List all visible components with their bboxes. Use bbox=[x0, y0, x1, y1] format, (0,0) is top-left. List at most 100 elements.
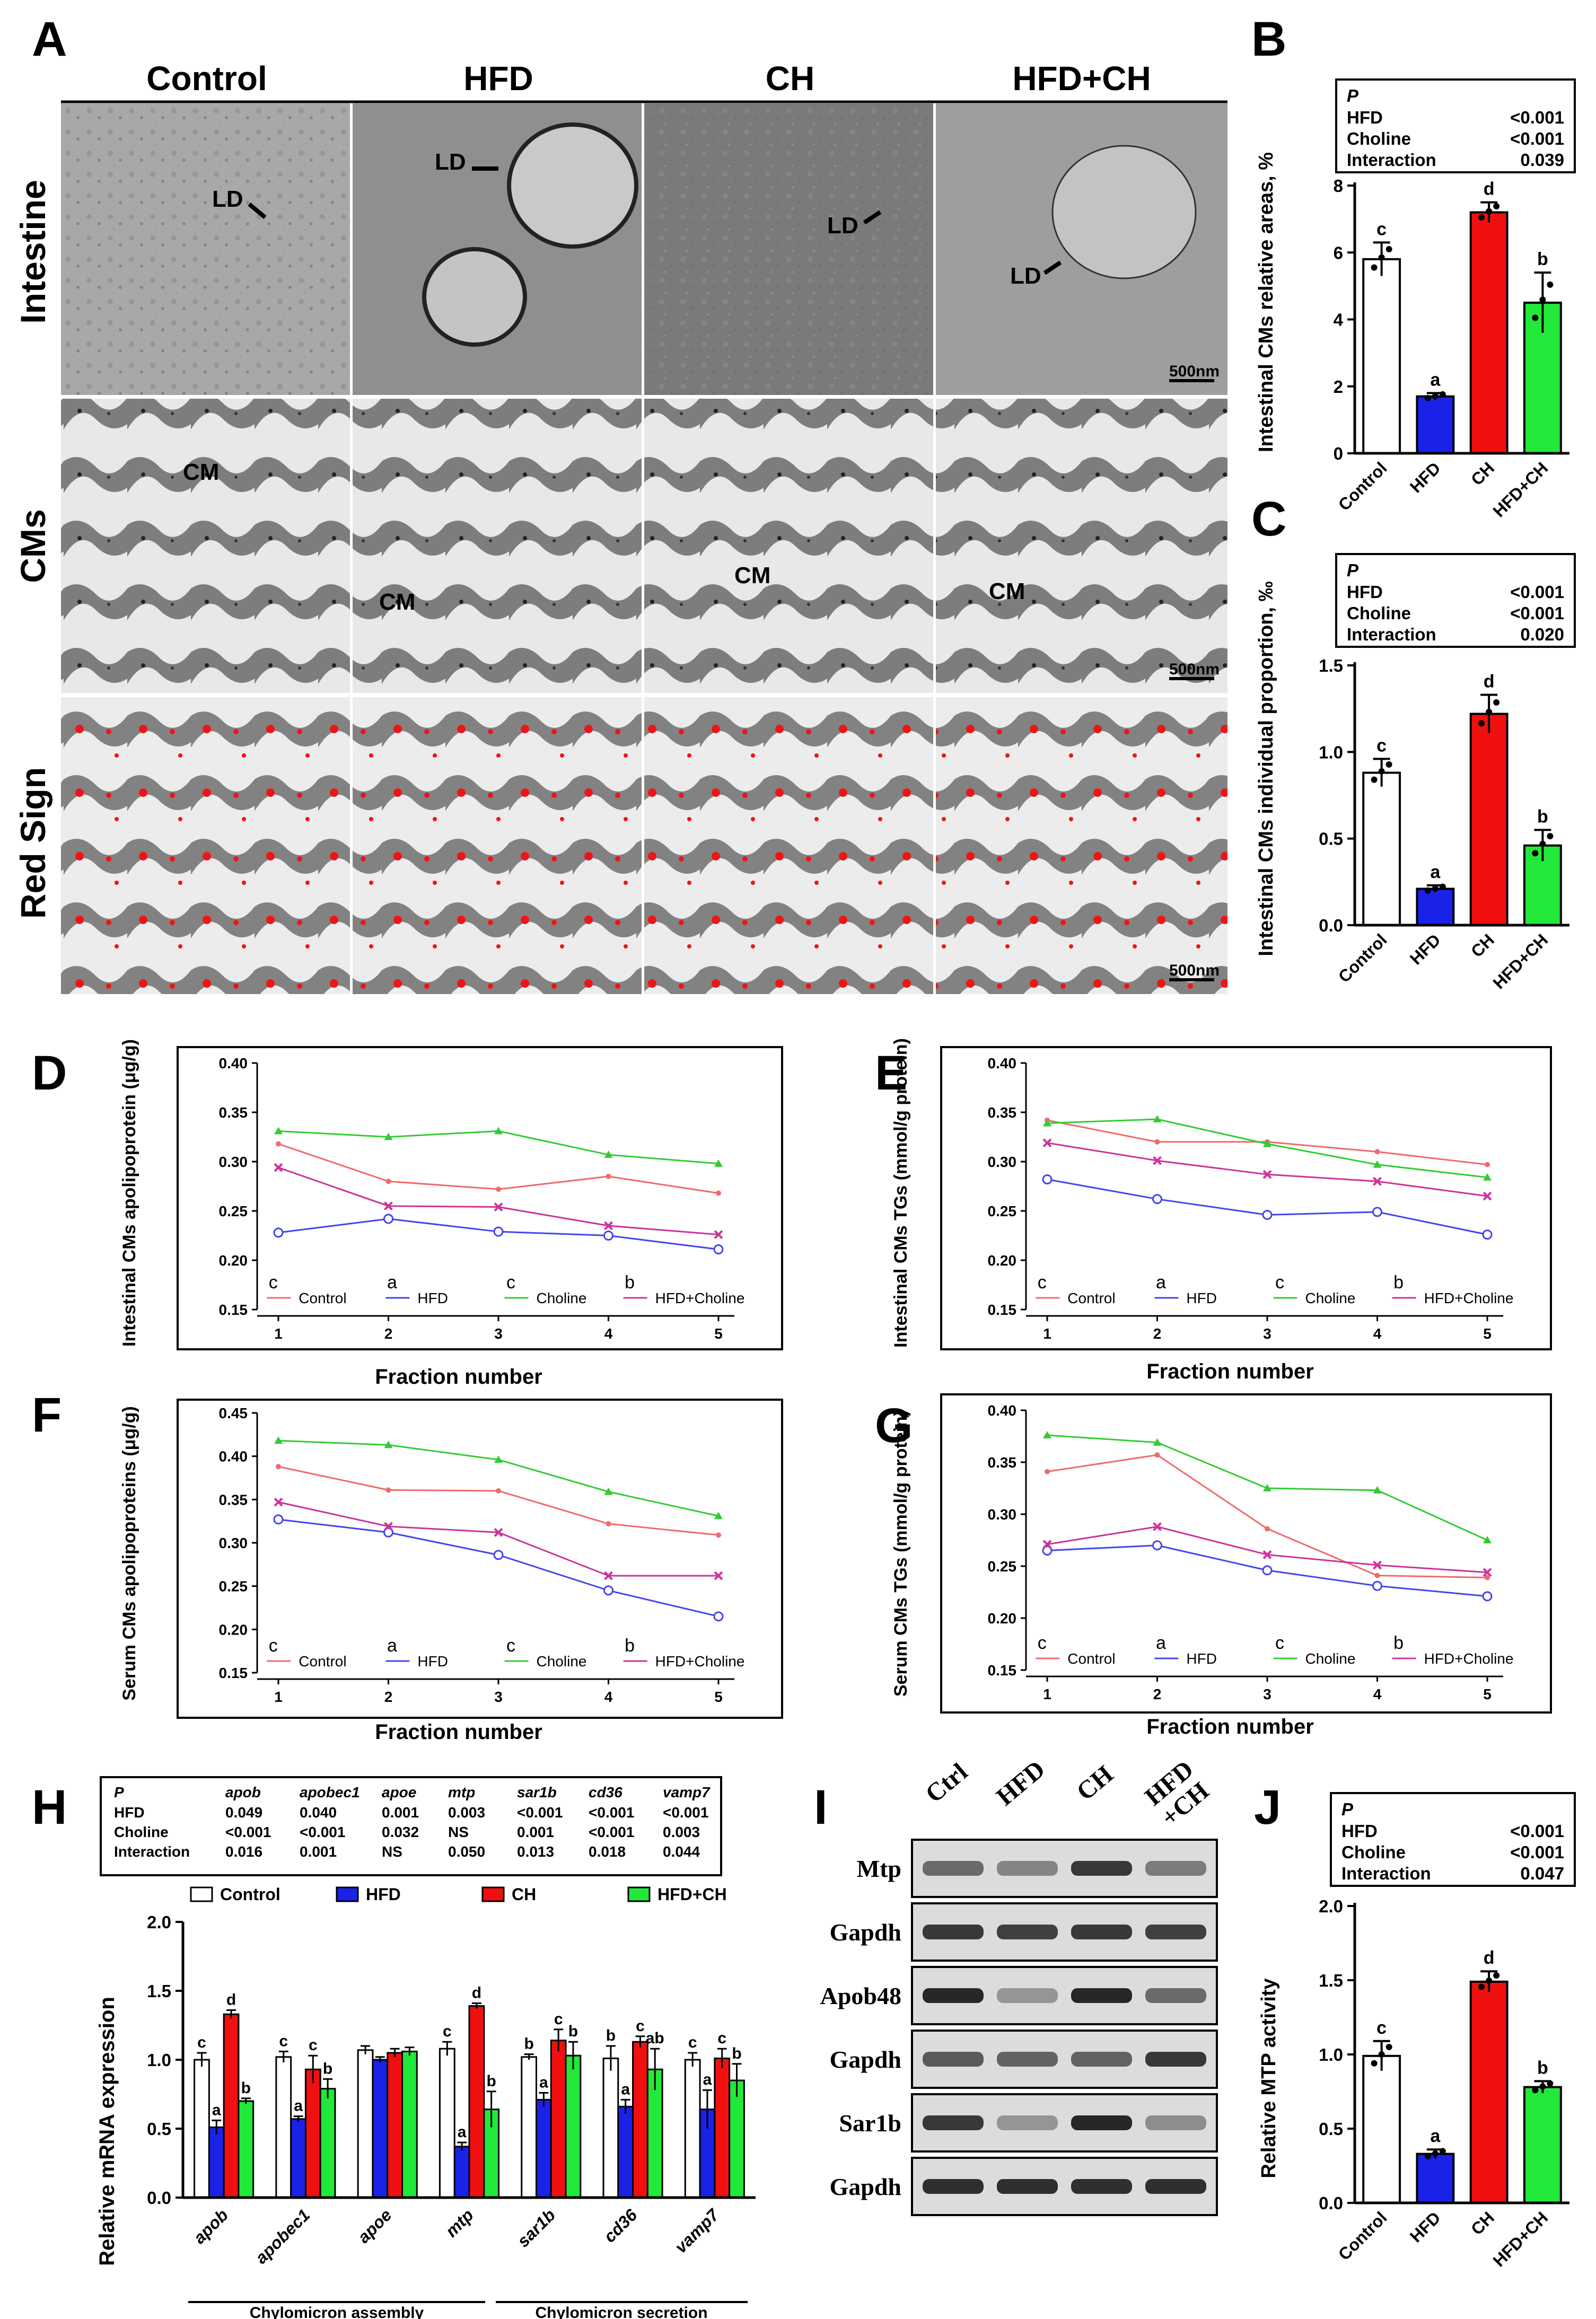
data-point bbox=[1385, 245, 1392, 252]
bar bbox=[1362, 2054, 1401, 2204]
stats-cell: 0.016 bbox=[225, 1843, 262, 1860]
data-point bbox=[1372, 1580, 1382, 1591]
legend-label: Choline bbox=[1305, 1650, 1356, 1667]
data-point bbox=[1547, 2080, 1554, 2087]
bar bbox=[729, 2079, 745, 2199]
significance-letter: c bbox=[717, 2030, 726, 2047]
significance-letter: a bbox=[458, 2123, 467, 2141]
stats-label: Choline bbox=[1341, 1842, 1406, 1862]
y-tick-label: 0.15 bbox=[988, 1662, 1017, 1679]
bar bbox=[1416, 2153, 1455, 2204]
data-point bbox=[1042, 1545, 1053, 1556]
x-tick-label: 3 bbox=[494, 1689, 503, 1705]
data-point bbox=[1373, 1486, 1382, 1494]
group-label: Chylomicron assembly bbox=[250, 2304, 424, 2319]
data-point bbox=[716, 1532, 721, 1538]
data-point bbox=[493, 1226, 504, 1237]
x-tick-label: CH bbox=[1467, 930, 1498, 961]
data-point bbox=[714, 1512, 723, 1519]
legend-label: HFD+Choline bbox=[655, 1290, 745, 1306]
data-point bbox=[1483, 1191, 1492, 1201]
y-tick-label: 0.15 bbox=[219, 1665, 248, 1681]
data-point bbox=[383, 1527, 393, 1538]
panel-letter: A bbox=[32, 12, 67, 66]
stats-header: P bbox=[1347, 86, 1359, 106]
stats-cell: 0.003 bbox=[448, 1804, 485, 1821]
stats-cell: <0.001 bbox=[225, 1824, 271, 1840]
data-point bbox=[493, 1550, 504, 1560]
significance-letter: a bbox=[1430, 2126, 1441, 2146]
y-axis-label: Serum CMs TGs (mmol/g protein) bbox=[891, 1410, 911, 1697]
stats-column-header: cd36 bbox=[589, 1784, 622, 1800]
blot-label: Mtp bbox=[857, 1855, 901, 1882]
y-tick-label: 0.30 bbox=[219, 1154, 248, 1170]
x-axis-label: Fraction number bbox=[375, 1720, 542, 1744]
blot-band bbox=[923, 1861, 984, 1876]
stats-cell: <0.001 bbox=[517, 1804, 563, 1821]
legend-significance-letter: c bbox=[269, 1272, 278, 1293]
red-sign-row: 500nm bbox=[61, 697, 1227, 994]
data-point bbox=[1371, 2060, 1378, 2067]
data-point bbox=[384, 1522, 393, 1531]
x-tick-label: 2 bbox=[384, 1689, 393, 1705]
data-point bbox=[385, 1179, 391, 1184]
stats-cell: Choline bbox=[114, 1824, 169, 1840]
data-point bbox=[1532, 2087, 1539, 2094]
stats-cell: <0.001 bbox=[589, 1804, 634, 1821]
data-point bbox=[1432, 2150, 1439, 2157]
legend-label: Control bbox=[1067, 1650, 1115, 1667]
significance-letter: d bbox=[472, 1984, 481, 2001]
y-tick-label: 0.45 bbox=[219, 1405, 248, 1421]
ld-label: LD bbox=[212, 186, 243, 212]
panel-letter: F bbox=[32, 1388, 62, 1442]
legend-significance-letter: a bbox=[387, 1272, 397, 1293]
data-point bbox=[1539, 2083, 1546, 2090]
data-point bbox=[1486, 1977, 1493, 1984]
bar bbox=[319, 2088, 336, 2199]
lane-label: Ctrl bbox=[920, 1758, 972, 1808]
micrograph-cms-hfdch bbox=[936, 399, 1227, 693]
y-tick-label: 0.25 bbox=[219, 1578, 248, 1595]
data-point bbox=[1478, 720, 1485, 727]
significance-letter: b bbox=[524, 2035, 533, 2053]
y-tick-label: 0.0 bbox=[1319, 916, 1343, 935]
data-point bbox=[1263, 1484, 1271, 1491]
y-tick-label: 0.25 bbox=[219, 1203, 248, 1219]
significance-letter: b bbox=[486, 2072, 496, 2090]
x-tick-label: sar1b bbox=[513, 2205, 559, 2251]
series-line bbox=[278, 1501, 718, 1577]
data-point bbox=[1493, 203, 1500, 210]
bar bbox=[304, 2068, 321, 2199]
stats-label: Interaction bbox=[1341, 1864, 1431, 1883]
blot-band bbox=[997, 2115, 1058, 2130]
stats-cell: <0.001 bbox=[300, 1824, 345, 1840]
data-point bbox=[1478, 214, 1485, 221]
data-point bbox=[1378, 768, 1385, 775]
blot-label: Sar1b bbox=[839, 2110, 901, 2137]
legend-significance-letter: c bbox=[1275, 1633, 1284, 1653]
data-point bbox=[1483, 1173, 1492, 1181]
significance-letter: b bbox=[323, 2060, 332, 2077]
y-tick-label: 4 bbox=[1334, 310, 1344, 330]
significance-letter: d bbox=[1484, 179, 1495, 199]
x-tick-label: 5 bbox=[1483, 1325, 1492, 1342]
data-point bbox=[1042, 1174, 1053, 1184]
data-point bbox=[603, 1231, 613, 1241]
data-point bbox=[1539, 840, 1546, 847]
blot-band bbox=[923, 1988, 984, 2003]
data-point bbox=[1482, 1591, 1493, 1602]
y-tick-label: 0.15 bbox=[988, 1302, 1017, 1318]
blot-label: Gapdh bbox=[829, 2046, 901, 2073]
stats-value: <0.001 bbox=[1510, 603, 1564, 623]
bar bbox=[1523, 2086, 1562, 2204]
data-point bbox=[1153, 1156, 1162, 1165]
panel-j: J P HFD <0.001 Choline <0.001 Interactio… bbox=[1254, 1780, 1576, 2270]
significance-letter: c bbox=[309, 2036, 318, 2054]
x-axis-label: Fraction number bbox=[375, 1365, 542, 1389]
legend-swatch bbox=[627, 1886, 651, 1902]
significance-letter: b bbox=[1537, 806, 1548, 827]
significance-letter: a bbox=[539, 2074, 548, 2091]
data-point bbox=[604, 1221, 613, 1231]
legend-label: HFD bbox=[1186, 1290, 1217, 1306]
